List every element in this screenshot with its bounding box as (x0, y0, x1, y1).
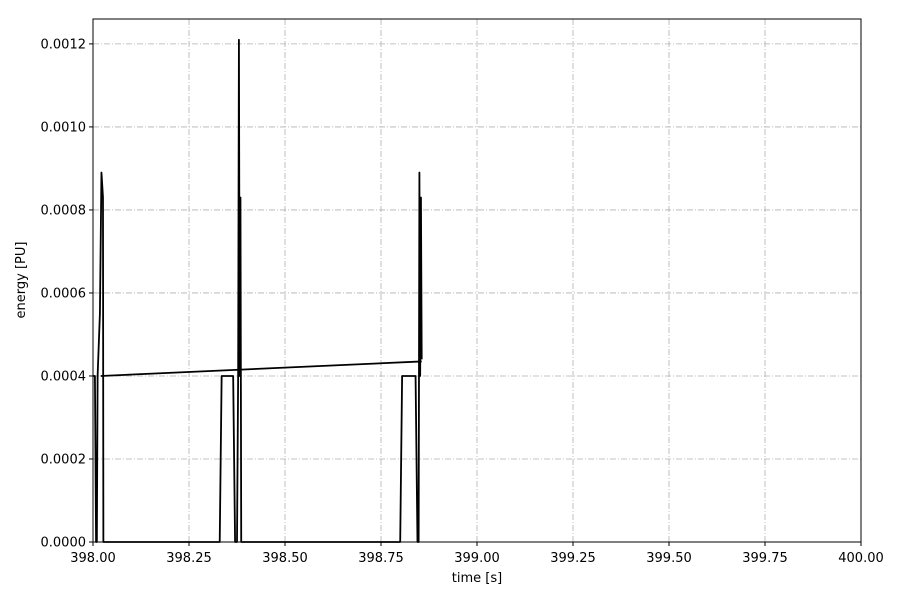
x-tick-label: 399.25 (550, 551, 596, 566)
x-tick-label: 398.25 (166, 551, 212, 566)
x-tick-label: 398.50 (262, 551, 308, 566)
y-tick-label: 0.0012 (41, 37, 87, 52)
y-tick-label: 0.0010 (41, 120, 87, 135)
x-tick-label: 399.75 (742, 551, 788, 566)
grid (93, 19, 861, 542)
series-line-2 (100, 360, 422, 377)
y-tick-label: 0.0004 (41, 369, 87, 384)
y-axis: 0.0000 0.0002 0.0004 0.0006 0.0008 0.0010 0.00… (41, 37, 93, 551)
x-tick-label: 398.75 (358, 551, 404, 566)
y-tick-label: 0.0008 (41, 203, 87, 218)
x-tick-label: 398.00 (70, 551, 116, 566)
x-tick-label: 399.00 (454, 551, 500, 566)
y-axis-label: energy [PU] (14, 242, 29, 319)
x-tick-label: 399.50 (646, 551, 692, 566)
y-tick-label: 0.0002 (41, 452, 87, 467)
x-tick-label: 400.00 (838, 551, 884, 566)
y-tick-label: 0.0000 (41, 536, 87, 551)
x-axis-label: time [s] (452, 571, 502, 586)
x-axis: 398.00 398.25 398.50 398.75 399.00 399.25 399.… (70, 542, 884, 566)
y-tick-label: 0.0006 (41, 286, 87, 301)
